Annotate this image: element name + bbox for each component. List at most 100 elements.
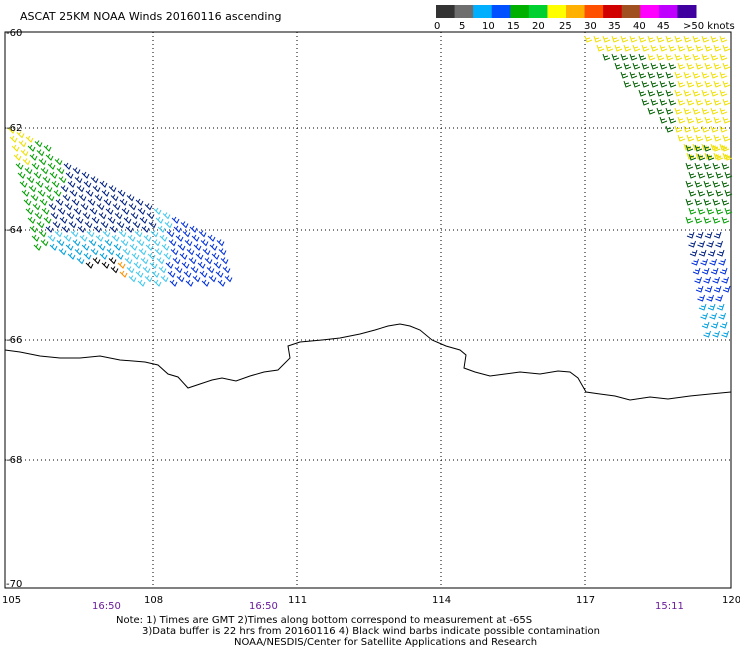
wind-barb <box>602 53 611 61</box>
wind-barb <box>677 80 686 88</box>
legend-swatch <box>528 5 548 18</box>
wind-barb <box>140 257 149 265</box>
wind-barb <box>17 171 26 179</box>
wind-barb <box>51 180 60 188</box>
map-title: ASCAT 25KM NOAA Winds 20160116 ascending <box>20 10 281 23</box>
wind-barb <box>656 89 665 97</box>
wind-barb <box>701 35 710 43</box>
wind-barb <box>677 44 686 52</box>
wind-barb <box>99 252 108 260</box>
wind-barb <box>206 266 215 274</box>
wind-barb <box>709 258 717 266</box>
wind-barb <box>54 230 63 238</box>
wind-barb <box>719 71 728 79</box>
time-label: 15:11 <box>655 601 684 612</box>
wind-barb <box>719 321 728 329</box>
wind-barb <box>721 144 730 152</box>
wind-barb <box>116 221 125 229</box>
wind-barb <box>701 267 710 275</box>
wind-barb <box>43 216 52 224</box>
wind-barb <box>700 258 708 266</box>
wind-barb <box>53 189 62 197</box>
wind-barb <box>208 275 217 283</box>
legend-swatch <box>473 5 493 18</box>
wind-barb <box>55 198 64 206</box>
wind-barb <box>40 167 49 175</box>
wind-barb <box>701 89 710 97</box>
wind-barb <box>202 248 211 256</box>
wind-barb <box>41 207 50 215</box>
wind-barb <box>703 198 712 206</box>
wind-barb <box>86 230 95 238</box>
wind-barb <box>25 135 34 143</box>
wind-barb <box>189 225 198 233</box>
wind-barb <box>192 275 201 283</box>
wind-barb <box>108 185 117 193</box>
wind-barb <box>76 257 85 265</box>
wind-barb <box>629 53 638 61</box>
wind-barb <box>706 294 714 302</box>
wind-barb <box>659 44 668 52</box>
wind-barb <box>695 285 704 293</box>
wind-barb <box>71 198 80 206</box>
wind-barb <box>42 176 51 184</box>
wind-barb <box>638 35 647 43</box>
wind-barb <box>685 144 694 152</box>
wind-barb <box>56 239 65 247</box>
wind-barb <box>81 171 90 179</box>
wind-barb <box>184 239 193 247</box>
wind-barb <box>46 194 55 202</box>
wind-barb <box>698 303 707 311</box>
wind-barb <box>82 212 91 220</box>
wind-barb <box>45 225 54 233</box>
wind-barb <box>13 153 22 161</box>
wind-barb <box>629 71 638 79</box>
wind-barb <box>719 89 728 97</box>
wind-barb <box>157 225 166 233</box>
wind-barb <box>703 144 712 152</box>
wind-barb <box>211 252 220 260</box>
wind-barb <box>191 234 200 242</box>
wind-barb <box>623 44 632 52</box>
wind-barb <box>713 134 722 142</box>
wind-barb <box>659 116 668 124</box>
legend-swatch <box>658 5 678 18</box>
wind-barb <box>695 116 704 124</box>
wind-barb <box>164 221 173 229</box>
wind-barb <box>84 221 93 229</box>
wind-barb <box>638 89 647 97</box>
wind-barb <box>683 71 692 79</box>
legend-label-40: 40 <box>633 21 646 32</box>
wind-barb <box>650 80 659 88</box>
wind-barb <box>29 153 38 161</box>
wind-barb <box>620 53 629 61</box>
wind-barb <box>117 189 126 197</box>
wind-barb <box>144 275 153 283</box>
lon-label: 114 <box>432 595 451 606</box>
wind-barb <box>659 62 668 70</box>
wind-barb <box>722 62 731 70</box>
wind-barb <box>162 212 171 220</box>
wind-barb <box>64 203 73 211</box>
wind-barb <box>715 153 724 161</box>
note-line-3: NOAA/NESDIS/Center for Satellite Applica… <box>234 637 538 648</box>
wind-barb <box>710 125 719 133</box>
wind-barb <box>72 239 81 247</box>
wind-barb <box>176 275 185 283</box>
wind-barb <box>117 261 126 269</box>
wind-barb <box>105 207 114 215</box>
wind-barb <box>152 239 161 247</box>
wind-barb <box>47 162 56 170</box>
wind-barb <box>712 276 720 284</box>
wind-barb <box>695 98 704 106</box>
wind-barb <box>215 270 224 278</box>
wind-barb <box>188 257 197 265</box>
wind-barb <box>713 44 722 52</box>
wind-barb <box>91 216 100 224</box>
wind-barb <box>724 153 733 161</box>
lon-labels: 105 108 111 114 117 120 <box>2 595 740 606</box>
wind-barb <box>220 257 229 265</box>
legend-label-25: 25 <box>559 21 572 32</box>
wind-barb <box>712 330 720 338</box>
wind-barb <box>69 189 78 197</box>
